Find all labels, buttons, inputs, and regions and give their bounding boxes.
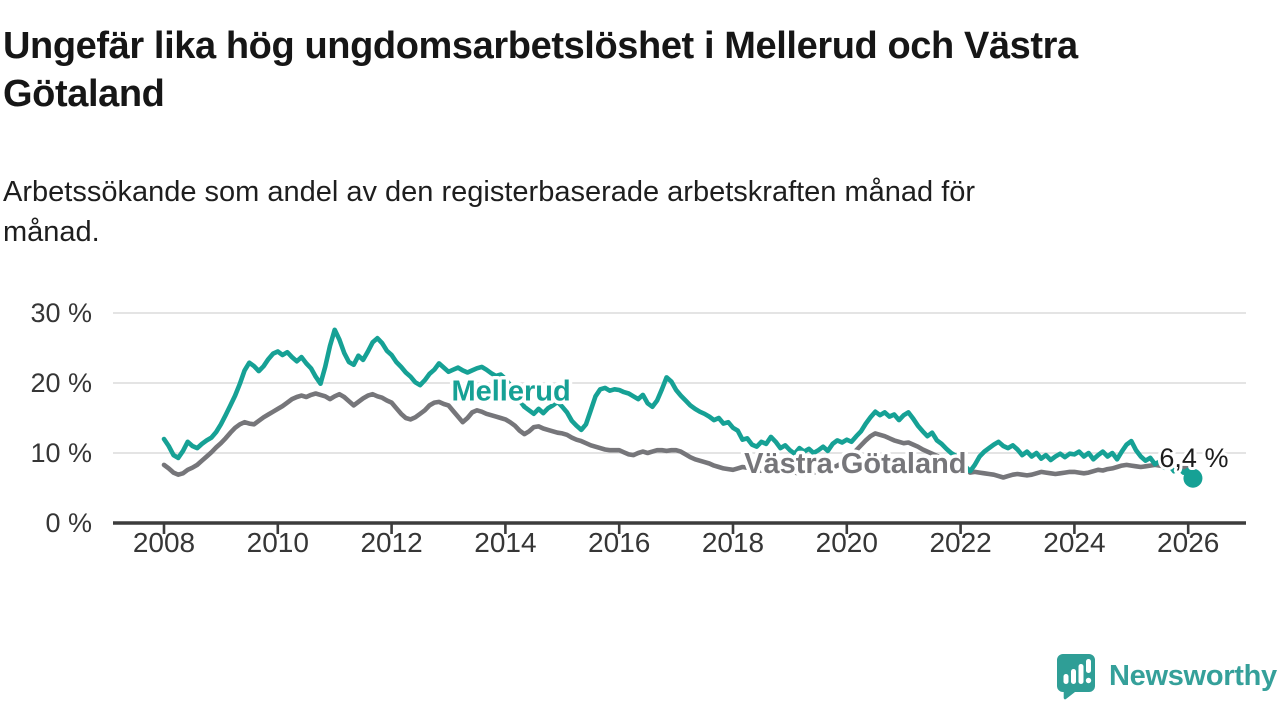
x-tick-label-2022: 2022 [929, 527, 991, 558]
x-tick-label-2018: 2018 [702, 527, 764, 558]
y-tick-label-30: 30 % [30, 298, 92, 328]
x-tick-label-2024: 2024 [1043, 527, 1105, 558]
page-title-line2: Götaland [3, 73, 165, 115]
newsworthy-logo: Newsworthy [1055, 652, 1277, 700]
x-axis-ticks: 2008 2010 2012 2014 2016 2018 2020 2022 2024 2026 [133, 523, 1219, 558]
chart-header: Ungefär lika hög ungdomsarbetslöshet i M… [3, 22, 1277, 118]
x-tick-label-2016: 2016 [588, 527, 650, 558]
x-tick-label-2026: 2026 [1157, 527, 1219, 558]
gridlines [113, 312, 1246, 454]
page-title: Ungefär lika hög ungdomsarbetslöshet i M… [3, 25, 1078, 67]
y-tick-label-10: 10 % [30, 438, 92, 468]
x-tick-label-2008: 2008 [133, 527, 195, 558]
subtitle-line2: månad. [3, 216, 100, 248]
y-tick-label-20: 20 % [30, 368, 92, 398]
x-tick-label-2014: 2014 [474, 527, 536, 558]
x-tick-label-2012: 2012 [360, 527, 422, 558]
y-axis-labels: 0 % 10 % 20 % 30 % [30, 298, 92, 538]
chart-subtitle: Arbetssökande som andel av den registerb… [3, 172, 1203, 252]
series-line-v-stra-g-taland [161, 391, 1196, 480]
series-label-v-stra-g-taland: Västra Götaland [744, 448, 966, 480]
newsworthy-logo-icon [1057, 654, 1095, 700]
y-tick-label-0: 0 % [45, 508, 92, 538]
series-label-mellerud: Mellerud [451, 376, 570, 408]
x-tick-label-2010: 2010 [247, 527, 309, 558]
subtitle-line1: Arbetssökande som andel av den registerb… [3, 176, 976, 208]
end-value-annotation: 6,4 % [1159, 443, 1228, 473]
series-end-dot [1183, 468, 1203, 488]
x-tick-label-2020: 2020 [816, 527, 878, 558]
newsworthy-logo-text: Newsworthy [1109, 659, 1277, 692]
series-line-mellerud [161, 327, 1196, 481]
